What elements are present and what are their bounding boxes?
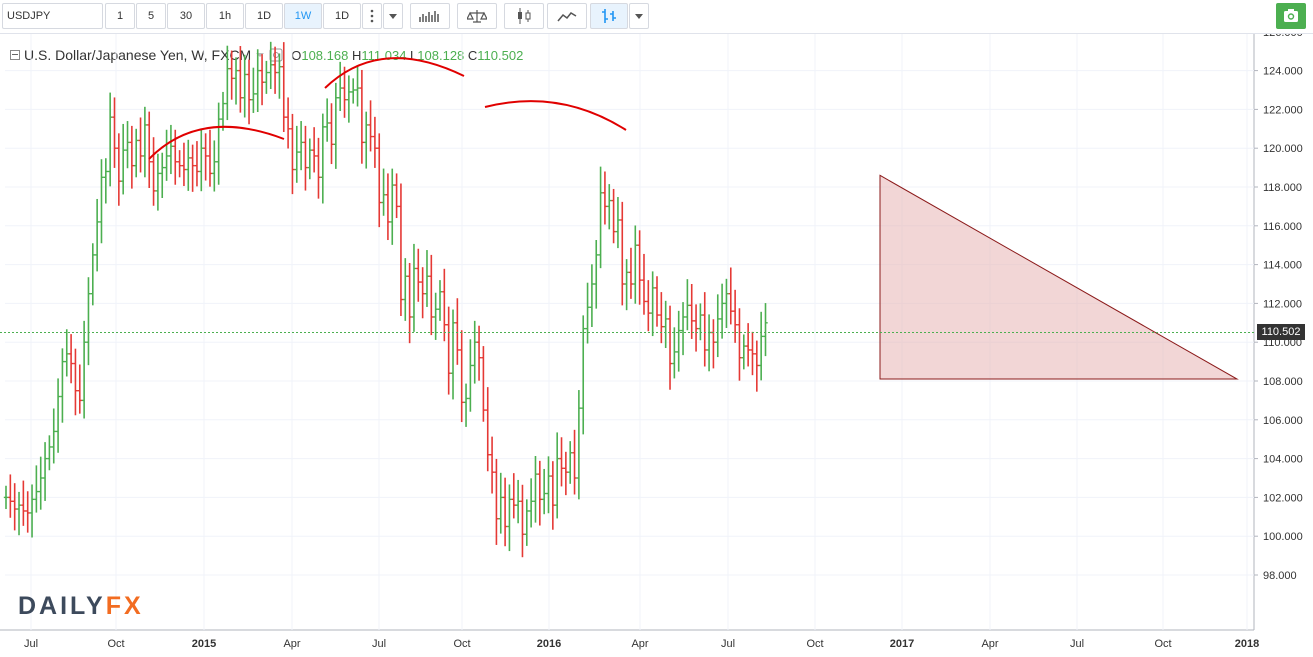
- x-tick-label: Jul: [721, 638, 735, 650]
- x-tick-label: Jul: [1070, 638, 1084, 650]
- logo-part1: DAILY: [18, 592, 106, 620]
- compare-scale-icon[interactable]: [457, 3, 497, 29]
- x-tick-label: Apr: [981, 638, 998, 650]
- toolbar: USDJPY 1 5 30 1h 1D 1W 1D: [0, 0, 1313, 34]
- open-label: O: [291, 47, 302, 63]
- y-tick-label: 98.000: [1263, 570, 1297, 582]
- price-chart[interactable]: 98.000 100.000 102.000 104.000 106.000 108.00…: [0, 34, 1313, 657]
- close-value: 110.502: [477, 47, 524, 63]
- candles-icon[interactable]: [504, 3, 544, 29]
- y-tick-label: 116.000: [1263, 221, 1302, 233]
- interval-1-button[interactable]: 1: [105, 3, 135, 29]
- high-label: H: [351, 47, 362, 63]
- head-arc: [324, 57, 465, 89]
- x-tick-label: Oct: [1154, 638, 1171, 650]
- legend-title[interactable]: U.S. Dollar/Japanese Yen, W, FXCM: [24, 47, 252, 63]
- x-tick-label: Oct: [806, 638, 823, 650]
- y-tick-label: 118.000: [1263, 182, 1302, 194]
- left-shoulder-arc: [148, 125, 285, 160]
- x-tick-label: Oct: [107, 638, 124, 650]
- line-chart-icon[interactable]: [547, 3, 587, 29]
- y-tick-label: 106.000: [1263, 415, 1303, 427]
- y-tick-label: 112.000: [1263, 298, 1302, 310]
- y-tick-label: 104.000: [1263, 454, 1303, 466]
- legend-ohlc: O108.168 H111.034 L108.128 C110.502: [291, 48, 523, 63]
- x-tick-label: 2017: [890, 638, 914, 650]
- close-label: C: [467, 47, 478, 63]
- x-tick-label: 2018: [1235, 638, 1259, 650]
- x-tick-label: Apr: [631, 638, 648, 650]
- x-tick-label: Jul: [372, 638, 386, 650]
- y-tick-label: 100.000: [1263, 531, 1303, 543]
- interval-1h-button[interactable]: 1h: [206, 3, 244, 29]
- bars-icon[interactable]: [590, 3, 628, 29]
- interval-1d-custom-button[interactable]: 1D: [323, 3, 361, 29]
- more-vertical-icon[interactable]: [362, 3, 382, 29]
- logo-part2: FX: [105, 592, 144, 620]
- chart-legend: U.S. Dollar/Japanese Yen, W, FXCM O108.1…: [10, 47, 523, 63]
- y-tick-label: 124.000: [1263, 66, 1303, 78]
- x-tick-label: 2015: [192, 638, 216, 650]
- low-label: L: [410, 47, 418, 63]
- y-tick-label: 108.000: [1263, 376, 1303, 388]
- interval-30-button[interactable]: 30: [167, 3, 205, 29]
- y-tick-label: 122.000: [1263, 104, 1303, 116]
- y-tick-label: 114.000: [1263, 260, 1302, 272]
- descending-triangle: [879, 174, 1239, 380]
- dailyfx-logo: DAILYFX: [18, 592, 144, 621]
- y-tick-label: 120.000: [1263, 143, 1303, 155]
- x-tick-label: Apr: [283, 638, 300, 650]
- right-shoulder-arc: [484, 100, 627, 131]
- last-price-label: 110.502: [1257, 324, 1305, 341]
- chart-type-chevron-icon[interactable]: [629, 3, 649, 29]
- x-tick-label: Oct: [453, 638, 470, 650]
- open-value: 108.168: [301, 47, 349, 63]
- camera-icon[interactable]: [1276, 3, 1306, 29]
- indicators-icon[interactable]: [410, 3, 450, 29]
- x-tick-label: Jul: [24, 638, 38, 650]
- symbol-search-input[interactable]: USDJPY: [2, 3, 103, 29]
- low-value: 108.128: [417, 47, 465, 63]
- y-tick-label: 102.000: [1263, 492, 1303, 504]
- x-tick-label: 2016: [537, 638, 561, 650]
- collapse-legend-icon[interactable]: [10, 50, 20, 60]
- interval-1w-button[interactable]: 1W: [284, 3, 322, 29]
- y-tick-label: 126.000: [1263, 34, 1303, 39]
- interval-5-button[interactable]: 5: [136, 3, 166, 29]
- chevron-down-icon[interactable]: [383, 3, 403, 29]
- interval-1d-button[interactable]: 1D: [245, 3, 283, 29]
